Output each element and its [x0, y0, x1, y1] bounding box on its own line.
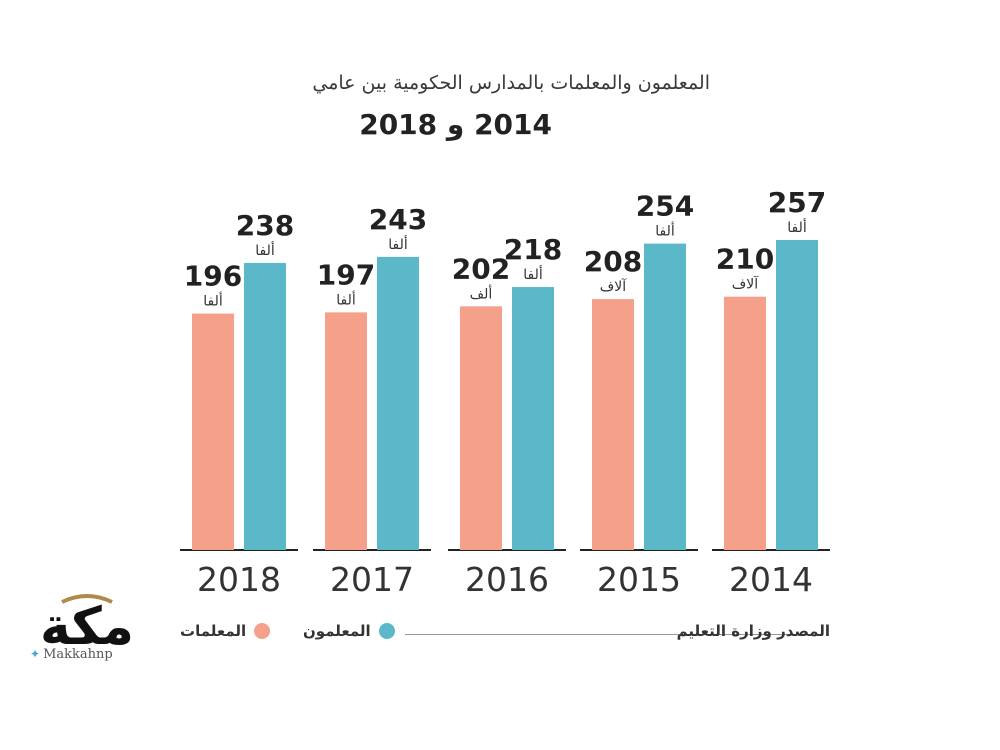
makkah-logo: مكة	[40, 594, 134, 657]
logo-wordmark: مكة	[40, 597, 134, 657]
bar-female-2014	[724, 296, 766, 550]
unit-label-female-2016: ألف	[470, 284, 493, 302]
x-tick-label-2018: 2018	[197, 560, 281, 599]
unit-label-female-2014: آلاف	[732, 276, 759, 293]
chart-title: المعلمون والمعلمات بالمدارس الحكومية بين…	[312, 72, 710, 94]
unit-label-female-2015: آلاف	[600, 278, 627, 295]
value-label-female-2017: 197	[317, 258, 375, 291]
legend-label-male: المعلمون	[303, 622, 371, 640]
unit-label-male-2015: ألفا	[655, 222, 675, 240]
legend-swatch-female	[254, 623, 271, 639]
bar-chart: 2018ألفا196ألفا2382017ألفا197ألفا2432016…	[180, 186, 830, 599]
legend-divider	[405, 634, 795, 635]
twitter-bird-icon: ✦	[30, 647, 41, 661]
source-note: المصدر وزارة التعليم	[676, 622, 830, 640]
legend-swatch-male	[378, 623, 395, 639]
unit-label-male-2014: ألفا	[787, 218, 807, 236]
legend-label-female: المعلمات	[180, 622, 247, 640]
legend: المعلمات المعلمون المصدر وزارة التعليم	[150, 620, 840, 650]
unit-label-male-2017: ألفا	[388, 235, 408, 253]
value-label-male-2016: 218	[504, 233, 562, 266]
unit-label-male-2016: ألفا	[523, 265, 543, 283]
bar-male-2014	[776, 240, 818, 550]
logo-handle: ✦ Makkahnp	[30, 647, 113, 662]
x-tick-label-2016: 2016	[465, 560, 549, 599]
logo-handle-text: Makkahnp	[43, 647, 113, 662]
unit-label-female-2018: ألفا	[203, 292, 223, 310]
x-tick-label-2017: 2017	[330, 560, 414, 599]
value-label-male-2018: 238	[236, 209, 294, 242]
value-label-male-2015: 254	[636, 190, 694, 223]
value-label-female-2014: 210	[716, 243, 774, 276]
bar-male-2015	[644, 243, 686, 550]
bar-female-2015	[592, 299, 634, 550]
value-label-female-2015: 208	[584, 245, 642, 278]
value-label-male-2014: 257	[768, 186, 826, 219]
value-label-female-2018: 196	[184, 260, 242, 293]
value-label-female-2016: 202	[452, 252, 510, 285]
bar-male-2018	[244, 262, 286, 550]
unit-label-male-2018: ألفا	[255, 241, 275, 259]
value-label-male-2017: 243	[369, 203, 427, 236]
bar-female-2016	[460, 306, 502, 550]
bar-female-2018	[192, 313, 234, 550]
legend-item-teachers-male: المعلمون	[303, 622, 395, 640]
bar-female-2017	[325, 312, 367, 550]
x-tick-label-2014: 2014	[729, 560, 813, 599]
legend-item-teachers-female: المعلمات	[180, 622, 271, 640]
x-tick-label-2015: 2015	[597, 560, 681, 599]
unit-label-female-2017: ألفا	[336, 290, 356, 308]
bar-male-2017	[377, 256, 419, 550]
chart-subtitle: 2014 و 2018	[359, 108, 552, 141]
bar-male-2016	[512, 287, 554, 550]
